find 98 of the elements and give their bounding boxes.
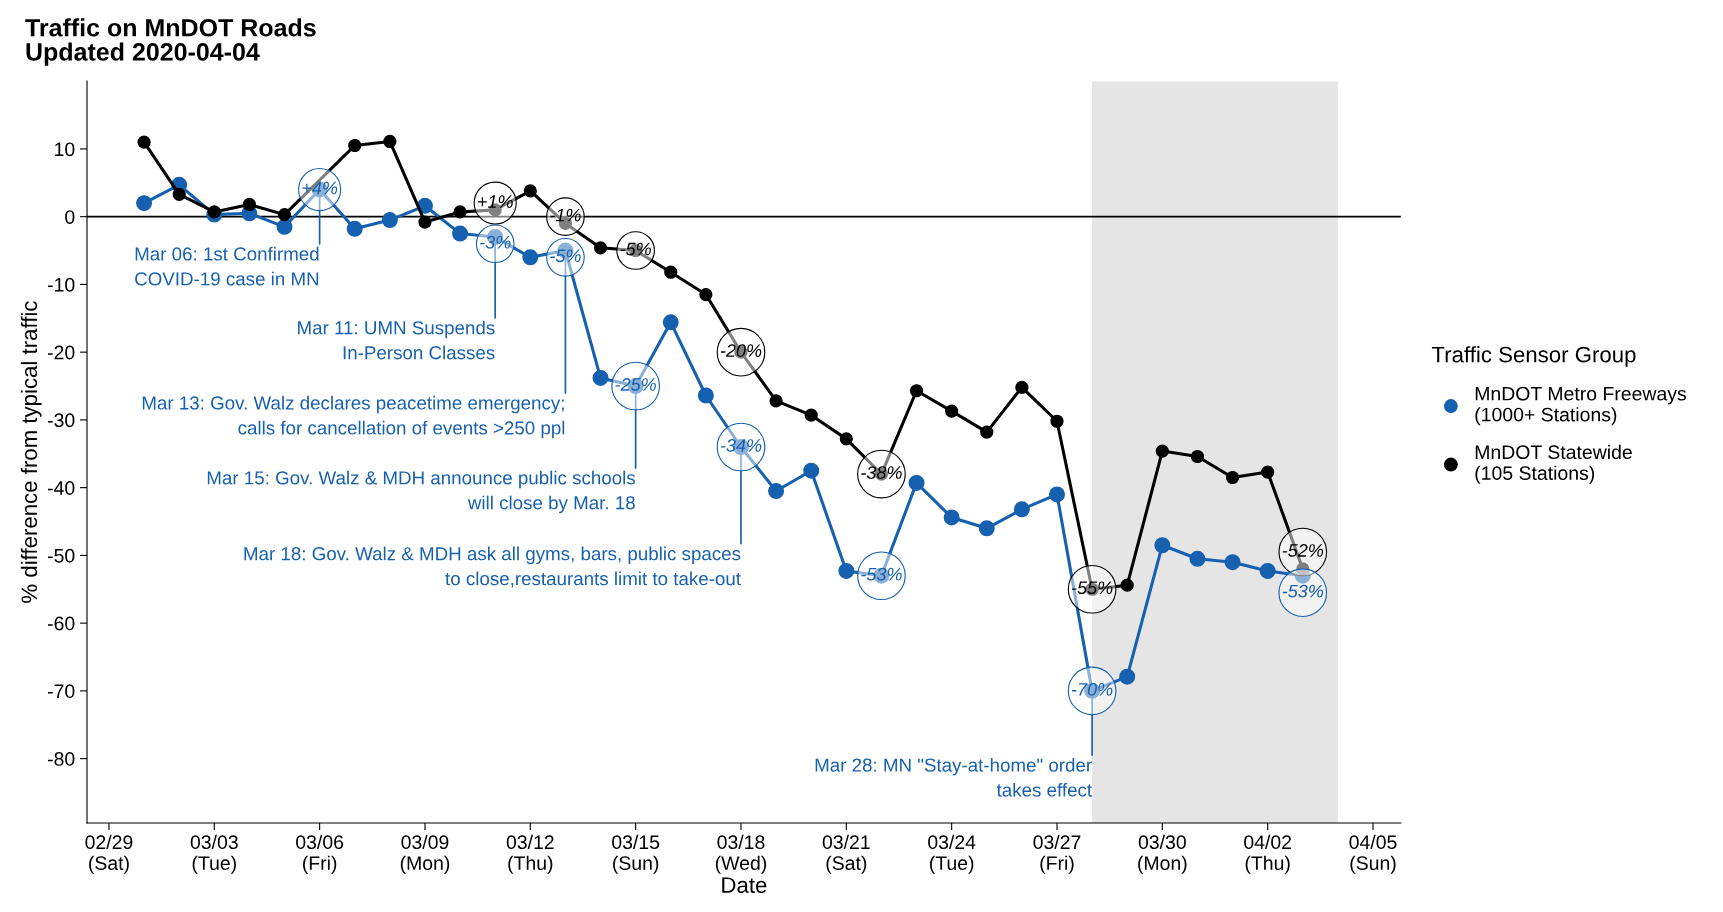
data-label: -20% xyxy=(720,344,762,357)
point xyxy=(699,287,713,302)
point xyxy=(592,369,609,386)
legend-title: Traffic Sensor Group xyxy=(1431,346,1636,367)
point xyxy=(978,520,995,537)
point xyxy=(1015,380,1029,394)
point xyxy=(1155,444,1169,458)
point xyxy=(768,483,785,500)
point xyxy=(381,212,398,229)
point xyxy=(803,462,820,479)
point xyxy=(980,425,994,439)
x-tick-label: 03/06 (Fri) xyxy=(296,834,344,874)
annotation: Mar 13: Gov. Walz declares peacetime emergency; calls for cancellation of events >250 ppl xyxy=(142,395,565,439)
point xyxy=(136,195,153,212)
point xyxy=(242,197,257,212)
annotation: Mar 06: 1st Confirmed COVID-19 case in MN xyxy=(135,246,319,286)
x-tick-label: 03/21 (Sat) xyxy=(822,834,870,874)
point xyxy=(1296,562,1310,576)
point xyxy=(452,225,469,242)
y-tick-label: -40 xyxy=(47,481,75,495)
data-label: -1% xyxy=(550,208,581,222)
data-label: -55% xyxy=(1071,581,1113,595)
point xyxy=(1154,537,1171,554)
point xyxy=(523,184,537,198)
point xyxy=(1049,486,1065,503)
point xyxy=(1119,668,1136,685)
y-tick-label: -70 xyxy=(47,684,75,699)
point xyxy=(943,509,960,526)
x-tick-label: 03/18 (Wed) xyxy=(715,834,767,874)
y-tick-label: -80 xyxy=(47,752,75,766)
point xyxy=(908,474,925,491)
data-label: -70% xyxy=(1071,682,1113,696)
point xyxy=(522,249,539,266)
x-tick-label: 04/05 (Sun) xyxy=(1349,834,1397,874)
point xyxy=(172,187,186,201)
point xyxy=(1259,562,1276,579)
point xyxy=(664,265,678,279)
point xyxy=(1190,449,1205,464)
x-tick-label: 02/29 (Sat) xyxy=(85,834,133,874)
point xyxy=(1224,554,1241,571)
y-tick-label: 0 xyxy=(65,210,75,224)
point xyxy=(909,384,924,398)
point xyxy=(1189,550,1206,567)
point xyxy=(346,220,363,237)
point xyxy=(137,135,151,149)
annotation: Mar 28: MN "Stay-at-home" order takes effect xyxy=(815,757,1092,797)
point xyxy=(418,215,432,229)
data-label: -25% xyxy=(615,378,656,391)
point xyxy=(1261,465,1275,479)
data-label: +1% xyxy=(478,195,513,208)
point xyxy=(1225,470,1240,485)
data-label: -3% xyxy=(480,235,511,249)
x-tick-label: 03/24 (Tue) xyxy=(928,834,976,874)
chart-title: Traffic on MnDOT Roads xyxy=(25,18,316,37)
data-label: -53% xyxy=(861,567,902,581)
data-label: -34% xyxy=(720,439,762,452)
point xyxy=(769,394,783,408)
point xyxy=(277,208,292,222)
annotation: Mar 15: Gov. Walz & MDH announce public schools will close by Mar. 18 xyxy=(207,470,635,514)
point xyxy=(207,205,221,219)
data-label: -53% xyxy=(1282,584,1324,598)
x-axis-title: Date xyxy=(722,877,767,893)
legend-label: MnDOT Metro Freeways (1000+ Stations) xyxy=(1475,386,1687,426)
data-label: -38% xyxy=(861,466,902,479)
y-tick-label: -10 xyxy=(47,277,75,292)
y-tick-label: -50 xyxy=(47,548,75,563)
x-tick-label: 03/30 (Mon) xyxy=(1138,834,1187,874)
point xyxy=(1013,501,1030,518)
point xyxy=(1120,578,1134,592)
point xyxy=(453,205,467,219)
data-label: -5% xyxy=(550,249,581,263)
point xyxy=(838,562,855,579)
point xyxy=(945,404,959,418)
y-axis-title: % difference from typical traffic xyxy=(20,301,42,603)
x-tick-label: 03/15 (Sun) xyxy=(612,834,660,874)
y-tick-label: -60 xyxy=(47,616,75,631)
annotation: Mar 11: UMN Suspends In-Person Classes xyxy=(298,320,495,360)
chart-subtitle: Updated 2020-04-04 xyxy=(26,42,260,66)
point xyxy=(276,218,293,235)
x-tick-label: 04/02 (Thu) xyxy=(1244,834,1292,874)
point xyxy=(593,241,608,255)
x-tick-label: 03/03 (Tue) xyxy=(190,834,238,874)
x-tick-label: 03/27 (Fri) xyxy=(1033,834,1081,874)
point xyxy=(348,138,362,153)
point xyxy=(662,314,679,331)
y-tick-label: 10 xyxy=(55,142,75,157)
y-tick-label: -20 xyxy=(47,345,75,360)
point xyxy=(383,134,397,149)
point xyxy=(1050,414,1064,428)
data-label: -52% xyxy=(1282,544,1324,557)
point xyxy=(697,387,714,404)
point xyxy=(804,408,818,422)
x-tick-label: 03/09 (Mon) xyxy=(400,834,450,874)
point xyxy=(839,432,853,446)
y-tick-label: -30 xyxy=(47,413,75,428)
x-tick-label: 03/12 (Thu) xyxy=(506,834,554,874)
legend-label: MnDOT Statewide (105 Stations) xyxy=(1475,444,1632,484)
annotation: Mar 18: Gov. Walz & MDH ask all gyms, bars, public spaces to close,restaurants limit to take-out xyxy=(244,546,741,588)
